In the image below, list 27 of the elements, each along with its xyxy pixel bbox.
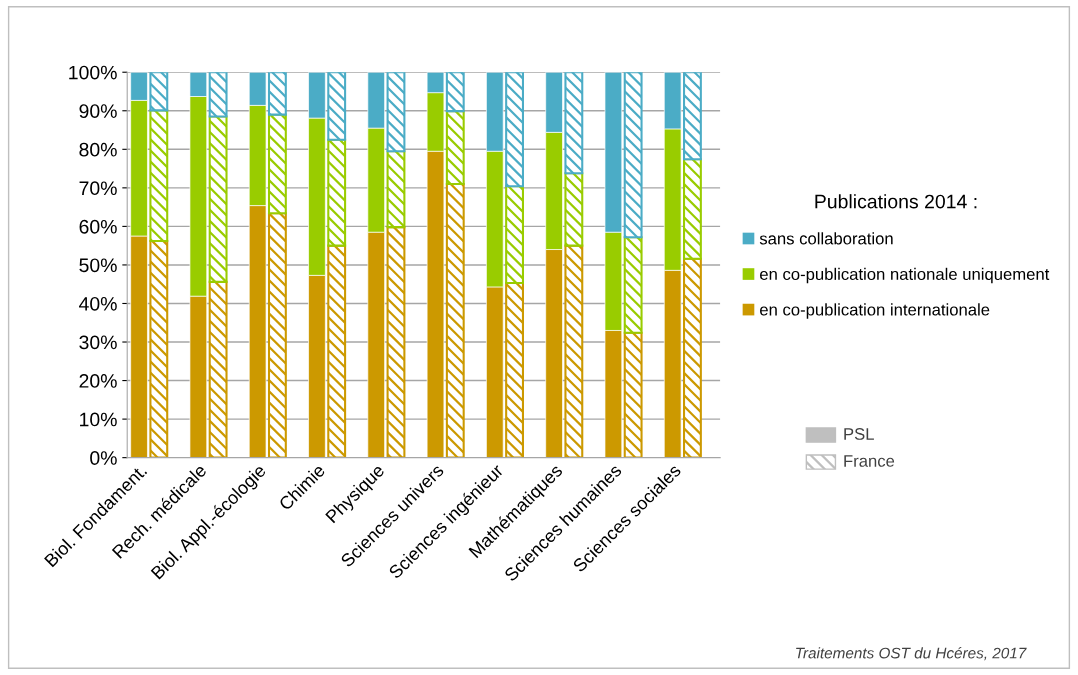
text: Traitements OST du Hcéres, 2017: [796, 647, 1027, 661]
y-tick-label: 0%: [90, 451, 117, 465]
text: France: [844, 455, 895, 467]
legend-title: Publications 2014 :: [815, 194, 977, 209]
legend-label: sans collaboration: [759, 232, 893, 245]
y-tick-label: 10%: [80, 412, 117, 427]
y-tick-label: 30%: [79, 335, 117, 350]
y-tick-label: 40%: [79, 296, 117, 311]
y-tick-label: 70%: [79, 181, 117, 196]
y-tick-label: 90%: [79, 104, 117, 118]
bar: [208, 280, 228, 458]
bar: [208, 72, 228, 118]
bar: [623, 331, 643, 458]
y-tick-label: 80%: [79, 142, 117, 157]
bar: [386, 226, 406, 458]
legend-label: en co-publication internationale: [760, 303, 990, 319]
y-tick-label: 20%: [79, 374, 117, 388]
legend-label: en co-publication nationale uniquement: [760, 267, 1050, 284]
bar: [386, 150, 406, 229]
text: PSL: [844, 428, 874, 440]
bar: [208, 115, 228, 283]
y-tick-label: 60%: [79, 219, 117, 234]
bar: [623, 236, 643, 334]
bar: [386, 72, 406, 153]
y-tick-label: 100%: [69, 65, 117, 80]
y-tick-label: 50%: [79, 258, 117, 273]
bar: [623, 72, 643, 239]
